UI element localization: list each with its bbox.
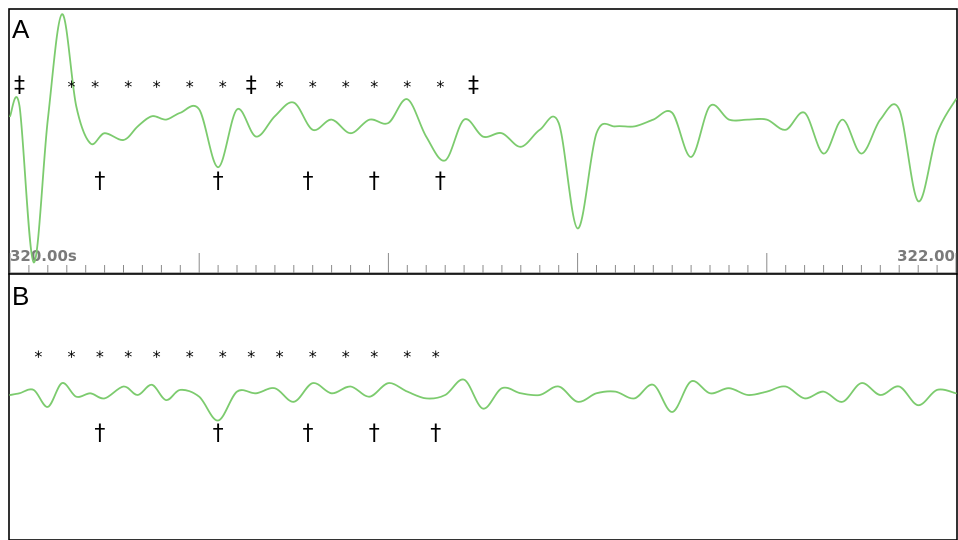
panel-a-frame <box>8 8 958 275</box>
panel-b-star-mark: * <box>370 347 378 366</box>
panel-a-time-ruler <box>9 253 957 274</box>
panel-a-double-dagger-mark: ‡ <box>246 73 257 98</box>
panel-b-dagger-mark: † <box>369 421 380 446</box>
panel-b-dagger-mark: † <box>303 421 314 446</box>
panel-b-star-mark: * <box>153 347 161 366</box>
panel-b-ecg-trace <box>9 378 957 422</box>
panel-b-frame <box>8 273 958 540</box>
panel-b-star-mark: * <box>186 347 194 366</box>
panel-a-label: A <box>12 14 30 44</box>
panel-a-dagger-mark: † <box>369 169 380 194</box>
panel-b-star-mark: * <box>96 347 104 366</box>
panel-a-annotations: ‡ * * * * * * ‡ * * * * * * ‡ † † † † † <box>14 73 479 194</box>
panel-a-star-mark: * <box>219 77 227 96</box>
panel-b-star-mark: * <box>309 347 317 366</box>
panel-a-star-mark: * <box>91 77 99 96</box>
panel-b-dagger-mark: † <box>430 421 441 446</box>
panel-a-star-mark: * <box>309 77 317 96</box>
panel-a-star-mark: * <box>370 77 378 96</box>
panel-b-star-mark: * <box>124 347 132 366</box>
panel-b-star-mark: * <box>34 347 42 366</box>
panel-b-star-mark: * <box>219 347 227 366</box>
panel-b-annotations: * * * * * * * * * * * * * * † † † † † <box>34 347 441 446</box>
panel-b-label: B <box>12 281 29 311</box>
panel-a-star-mark: * <box>342 77 350 96</box>
panel-b-star-mark: * <box>342 347 350 366</box>
panel-a-dagger-mark: † <box>435 169 446 194</box>
panel-a-dagger-mark: † <box>213 169 224 194</box>
panel-b-star-mark: * <box>432 347 440 366</box>
panel-a-star-mark: * <box>186 77 194 96</box>
panel-b-star-mark: * <box>247 347 255 366</box>
panel-b-star-mark: * <box>68 347 76 366</box>
panel-a-star-mark: * <box>276 77 284 96</box>
panel-a-star-mark: * <box>403 77 411 96</box>
panel-a-dagger-mark: † <box>303 169 314 194</box>
panel-a-end-time-label: 322.00 <box>897 247 955 265</box>
panel-b-star-mark: * <box>403 347 411 366</box>
panel-b-trace-group <box>9 378 957 422</box>
panel-a-trace-group <box>9 13 957 264</box>
panel-a-star-mark: * <box>436 77 444 96</box>
panel-a-start-time-label: 320.00s <box>10 247 77 265</box>
panel-a-star-mark: * <box>153 77 161 96</box>
panel-b-dagger-mark: † <box>213 421 224 446</box>
panel-a: 320.00s 322.00 ‡ * * * * * * ‡ * * * * * * ‡ † † † † † A <box>8 8 958 275</box>
panel-a-star-mark: * <box>124 77 132 96</box>
panel-b-dagger-mark: † <box>94 421 105 446</box>
panel-a-dagger-mark: † <box>94 169 105 194</box>
panel-a-double-dagger-mark: ‡ <box>14 73 25 98</box>
panel-b-star-mark: * <box>276 347 284 366</box>
panel-a-ecg-trace <box>9 13 957 264</box>
panel-a-star-mark: * <box>68 77 76 96</box>
panel-b: * * * * * * * * * * * * * * † † † † † B <box>8 273 958 540</box>
panel-a-double-dagger-mark: ‡ <box>468 73 479 98</box>
